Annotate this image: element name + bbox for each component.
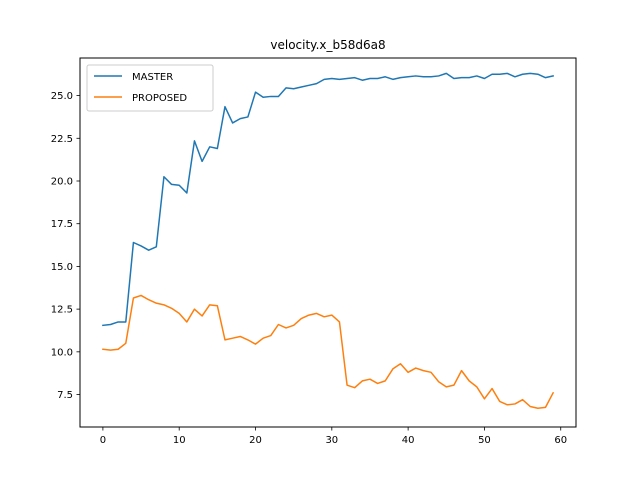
x-axis: 0 10 20 30 40 50 60 [100,427,567,446]
x-tick-label: 0 [100,435,106,446]
y-tick-label: 20.0 [51,177,73,188]
y-tick-label: 25.0 [51,91,73,102]
chart-title: velocity.x_b58d6a8 [270,38,385,52]
x-tick-label: 20 [249,435,262,446]
x-tick-label: 40 [402,435,415,446]
y-tick-label: 12.5 [51,305,73,316]
y-tick-label: 10.0 [51,347,73,358]
y-tick-label: 7.5 [57,390,73,401]
legend-label-master: MASTER [132,72,173,83]
series-line-master [102,72,555,327]
plot-frame [79,57,577,428]
plot-series [102,72,555,409]
y-tick-label: 22.5 [51,134,73,145]
x-tick-label: 60 [554,435,567,446]
x-tick-label: 10 [173,435,186,446]
y-tick-label: 15.0 [51,262,73,273]
y-axis: 7.5 10.0 12.5 15.0 17.5 20.0 22.5 25.0 [51,91,80,401]
legend-label-proposed: PROPOSED [132,93,187,104]
x-tick-label: 50 [478,435,491,446]
y-tick-label: 17.5 [51,219,73,230]
x-tick-label: 30 [325,435,338,446]
legend: MASTER PROPOSED [86,64,214,112]
series-line-proposed [102,294,555,409]
